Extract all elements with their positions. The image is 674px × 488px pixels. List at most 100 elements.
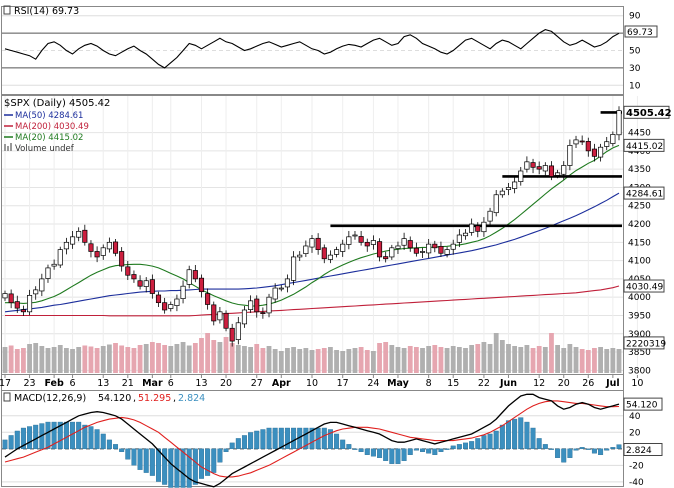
macd-hist-bar (14, 430, 20, 450)
macd-tick-label: 40 (629, 412, 641, 422)
macd-hist-bar (63, 421, 69, 450)
candle-body (364, 241, 370, 247)
macd-hist-bar (327, 429, 333, 450)
volume-bar (334, 350, 339, 373)
price-tick-label: 4000 (628, 293, 651, 303)
volume-bar (524, 345, 530, 373)
value-tag-label: 4284.61 (626, 190, 663, 200)
candle-body (278, 287, 284, 290)
macd-panel: 40 20 -20 -40 MACD(12,26,9) 54.120 , 51.295… (1, 390, 663, 488)
volume-bar (604, 349, 610, 373)
macd-hist-bar (211, 448, 217, 473)
macd-hist-bar (137, 448, 143, 470)
candle-body (180, 285, 186, 299)
macd-legend: MACD(12,26,9) 54.120 , 51.295 , 2.824 (3, 392, 205, 404)
volume-bar (309, 350, 315, 373)
macd-hist-bar (456, 444, 462, 450)
macd-hist-bar (82, 424, 88, 450)
candle (155, 291, 162, 308)
macd-hist-bar (272, 427, 278, 450)
x-axis-label: 17 (337, 378, 349, 389)
ma50-line (4, 192, 620, 313)
volume-bar (506, 344, 511, 373)
macd-value-tags: 54.120 2.824 (623, 397, 663, 456)
candle (162, 297, 168, 314)
macd-signal-line (4, 400, 620, 478)
macd-hist-bar (499, 424, 505, 450)
x-axis-label: Jun (499, 378, 517, 389)
candle-body (407, 240, 413, 249)
candle (119, 247, 125, 272)
candle-body (481, 221, 487, 233)
volume-bar (585, 350, 591, 373)
volume-bar (383, 342, 389, 373)
rsi-tick-label: 50 (629, 47, 641, 57)
macd-hist-bar (168, 448, 174, 488)
macd-value-tag: 54.120 (623, 397, 663, 411)
candle (334, 246, 340, 258)
volume-bar (450, 346, 456, 373)
volume-bar (530, 348, 536, 373)
candle-body (432, 243, 438, 249)
rsi-legend: RSI(14) 69.73 (14, 6, 79, 17)
x-axis-label: 17 (0, 378, 11, 389)
rsi-last-tag: 69.73 (624, 25, 658, 38)
candle-body (542, 165, 548, 172)
candle (260, 307, 266, 319)
macd-hist-bar (420, 448, 426, 452)
candle (278, 285, 284, 292)
candle (376, 238, 383, 262)
candle-body (505, 187, 512, 190)
candle (291, 251, 297, 286)
macd-hist-bar (113, 444, 119, 450)
volume-bar (217, 342, 223, 373)
macd-legend-signal: 51.295 (138, 393, 171, 404)
volume-bar (192, 343, 198, 373)
candle (112, 239, 119, 257)
macd-legend-macd: 54.120 (98, 393, 131, 404)
volume-bar (186, 345, 192, 373)
macd-hist-bar (334, 433, 340, 450)
macd-hist-bar (27, 426, 33, 450)
volume-bar (229, 343, 235, 373)
macd-value-tag-box (623, 397, 663, 411)
volume-bars (2, 333, 622, 373)
candle (512, 176, 518, 194)
x-axis-label: 23 (24, 378, 36, 389)
volume-bar (143, 344, 149, 373)
volume-bar (610, 348, 616, 373)
candle-body (94, 251, 100, 258)
candle-body (192, 270, 198, 280)
candle (297, 251, 303, 261)
x-axis-label: 8 (426, 378, 432, 389)
x-axis-label: Apr (272, 378, 291, 389)
volume-bar (303, 348, 309, 373)
candle-body (450, 243, 456, 250)
candle (33, 286, 39, 300)
volume-bar (340, 351, 346, 373)
macd-hist-bar (432, 448, 438, 455)
candle (444, 246, 450, 258)
volume-bar (401, 348, 407, 373)
volume-bar (254, 344, 260, 373)
macd-hist-bar (548, 448, 554, 450)
ma20-line (5, 144, 620, 307)
macd-value-tag-box (623, 442, 663, 456)
candle-body (162, 302, 168, 311)
moving-average-lines (4, 144, 620, 317)
volume-bar (242, 346, 247, 373)
candle-body (610, 134, 616, 144)
macd-hist-bar (291, 427, 297, 450)
macd-hist-bar (413, 448, 419, 451)
x-axis-label: 6 (168, 378, 174, 389)
volume-bar (321, 348, 327, 373)
candle (131, 270, 137, 283)
volume-bar (487, 344, 493, 373)
value-tag: 4284.61 (623, 186, 665, 200)
rsi-line (4, 29, 620, 69)
volume-bar (432, 345, 438, 373)
macd-hist-bar (186, 448, 192, 488)
value-tag-label: 2220319 (626, 339, 666, 349)
candle (309, 235, 315, 253)
volume-bar (131, 348, 137, 373)
